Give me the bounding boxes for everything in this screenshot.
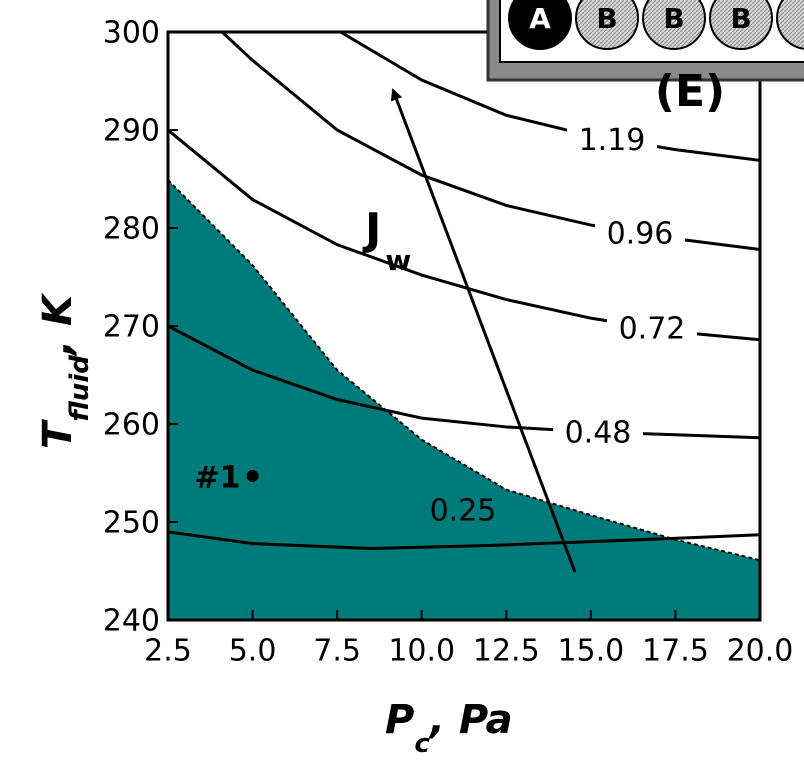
contour-label: 0.25 xyxy=(430,494,497,529)
contour-label: 0.48 xyxy=(565,416,632,451)
x-axis-label-main: P xyxy=(385,697,414,743)
particle xyxy=(709,0,773,50)
contour-label: 0.96 xyxy=(607,217,674,252)
particle xyxy=(508,0,572,50)
point-label: #1 xyxy=(195,460,241,495)
inset-label: (E) xyxy=(655,66,725,117)
point xyxy=(246,469,259,482)
contour-label-bg xyxy=(553,414,643,451)
contour-line xyxy=(339,32,760,162)
particle-clipped xyxy=(776,0,804,50)
particle-label: B xyxy=(730,2,751,35)
y-tick-label: 290 xyxy=(103,114,160,149)
x-axis-label-sub: c xyxy=(414,729,430,759)
y-tick-label: 240 xyxy=(103,604,160,639)
particle-label: B xyxy=(596,2,617,35)
region-edge xyxy=(168,179,760,562)
y-axis-label-rest: , K xyxy=(35,292,81,357)
contour-line xyxy=(168,530,760,550)
x-tick-label: 12.5 xyxy=(473,634,540,669)
x-tick-label: 15.0 xyxy=(557,634,624,669)
arrow xyxy=(390,88,577,573)
y-axis-label-main: T xyxy=(35,419,81,449)
x-axis-label: Pc, Pa xyxy=(385,697,513,759)
y-axis-label-sub: fluid xyxy=(65,355,95,422)
x-tick-label: 10.0 xyxy=(388,634,455,669)
y-tick-label: 280 xyxy=(103,212,160,247)
x-tick-label: 20.0 xyxy=(727,634,794,669)
particle xyxy=(642,0,706,50)
arrow-label-sub: w xyxy=(385,244,411,277)
y-axis-label: Tfluid, K xyxy=(35,292,95,449)
x-axis-label-rest: , Pa xyxy=(428,697,513,743)
inset: A B B B(E) xyxy=(486,0,804,117)
contour-label: 1.19 xyxy=(579,123,646,158)
particle xyxy=(575,0,639,50)
y-tick-label: 300 xyxy=(103,16,160,51)
x-tick-label: 7.5 xyxy=(313,634,361,669)
particle-label: A xyxy=(529,2,551,35)
y-tick-label: 260 xyxy=(103,408,160,443)
arrow-label: Jw xyxy=(362,204,411,277)
contour-line xyxy=(168,324,760,440)
arrow-label-main: J xyxy=(362,204,381,255)
contour-label-bg xyxy=(607,310,697,347)
particle-label: B xyxy=(663,2,684,35)
contour-label-bg xyxy=(567,121,657,158)
x-tick-label: 2.5 xyxy=(144,634,192,669)
overlay: 0.25 0.48 0.72 0.96 1.19 Jw #1 2.5 5.0 7.5 10.0 12.… xyxy=(35,0,804,759)
x-tick-label: 5.0 xyxy=(229,634,277,669)
contour-label: 0.72 xyxy=(619,312,686,347)
region xyxy=(168,179,760,620)
y-tick-label: 270 xyxy=(103,310,160,345)
x-tick-label: 17.5 xyxy=(642,634,709,669)
contour-label-bg xyxy=(595,215,685,252)
y-tick-label: 250 xyxy=(103,506,160,541)
